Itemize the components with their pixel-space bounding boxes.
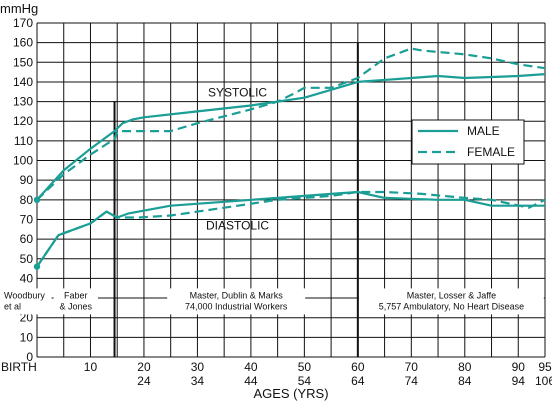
y-tick-label: 110 — [14, 134, 33, 148]
x-tick-label: 20 — [137, 360, 151, 374]
source-label-line: Master, Losser & Jaffe — [407, 290, 496, 300]
y-tick-label: 90 — [20, 173, 34, 187]
x-tick-label-sub: 106 — [535, 374, 552, 388]
x-tick-label: 40 — [244, 360, 258, 374]
x-tick-label-sub: 44 — [244, 374, 258, 388]
x-tick-label: 30 — [191, 360, 205, 374]
y-tick-label: 10 — [20, 330, 34, 344]
source-label-bg — [359, 288, 544, 315]
diastolic-female-line — [36, 190, 546, 268]
x-tick-label: BIRTH — [1, 360, 37, 374]
study-dividers — [113, 43, 359, 357]
source-label-bg — [2, 288, 52, 315]
systolic-male-line — [36, 73, 546, 201]
x-tick-label: 50 — [298, 360, 312, 374]
y-tick-label: 40 — [20, 271, 34, 285]
source-label-line: Faber — [64, 290, 88, 300]
x-tick-label: 10 — [84, 360, 98, 374]
source-label-bg — [167, 288, 306, 315]
y-tick-label: 50 — [20, 252, 34, 266]
source-label-line: & Jones — [60, 301, 93, 311]
source-label-line: Master, Dublin & Marks — [190, 290, 284, 300]
y-tick-label: 120 — [13, 114, 33, 128]
y-tick-label: 60 — [20, 232, 34, 246]
source-label-line: 74,000 Industrial Workers — [185, 301, 288, 311]
x-tick-label: 90 — [512, 360, 526, 374]
x-tick-label-sub: 84 — [458, 374, 472, 388]
source-label-line: Woodbury — [4, 290, 45, 300]
y-tick-label: 80 — [20, 193, 34, 207]
y-tick-label: 100 — [13, 154, 33, 168]
x-tick-label: 95 — [538, 360, 552, 374]
y-axis-title: mmHg — [0, 1, 38, 16]
source-label-line: et al — [4, 301, 21, 311]
y-tick-label: 0 — [26, 350, 33, 364]
legend: MALE FEMALE — [411, 119, 525, 165]
y-tick-label: 140 — [13, 75, 33, 89]
legend-box — [411, 119, 525, 165]
x-axis-title: AGES (YRS) — [253, 386, 328, 401]
systolic-label: SYSTOLIC — [208, 86, 267, 100]
source-label-line: 5,757 Ambulatory, No Heart Disease — [379, 301, 524, 311]
y-tick-label: 160 — [13, 36, 33, 50]
diastolic-label: DIASTOLIC — [206, 218, 269, 232]
diastolic-male-line — [36, 190, 545, 268]
legend-male-label: MALE — [467, 124, 500, 138]
x-tick-label: 80 — [458, 360, 472, 374]
y-tick-label: 130 — [13, 95, 33, 109]
x-tick-label-sub: 54 — [298, 374, 312, 388]
chart-grid — [36, 22, 546, 358]
x-tick-label-sub: 94 — [512, 374, 526, 388]
x-tick-label-sub: 34 — [191, 374, 205, 388]
source-label-bg — [53, 288, 98, 315]
x-tick-label-sub: 24 — [137, 374, 151, 388]
x-tick-label: 70 — [405, 360, 419, 374]
start-point — [33, 263, 41, 270]
y-tick-label: 170 — [13, 16, 33, 30]
legend-female-label: FEMALE — [467, 145, 515, 159]
y-tick-label: 150 — [13, 55, 33, 69]
x-tick-label: 60 — [351, 360, 365, 374]
y-tick-label: 70 — [20, 212, 34, 226]
x-tick-label-sub: 64 — [351, 374, 365, 388]
chart-series — [33, 47, 546, 270]
x-tick-label-sub: 74 — [405, 374, 419, 388]
systolic-female-line — [36, 47, 546, 201]
start-point — [33, 196, 41, 204]
